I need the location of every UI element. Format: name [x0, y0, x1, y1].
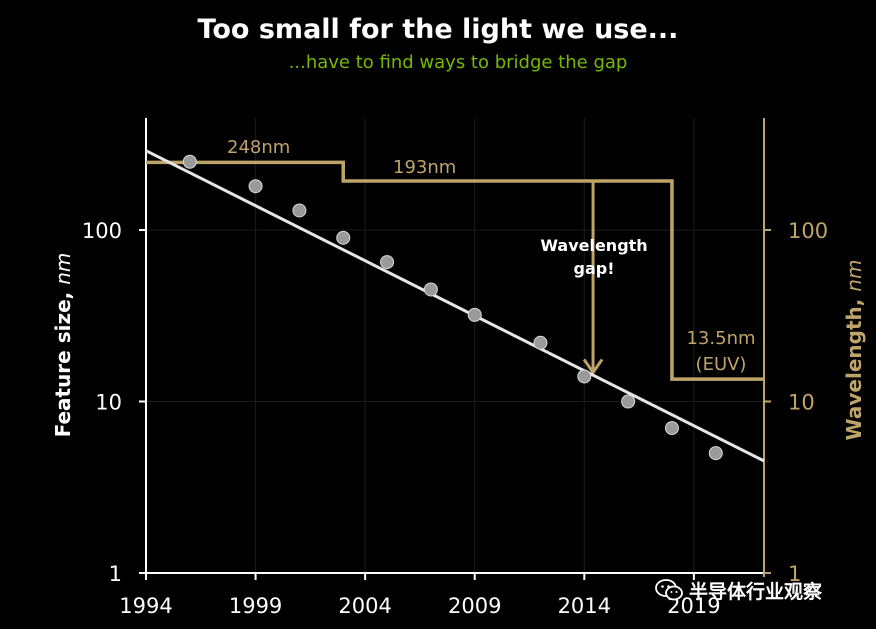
wavelength-step-line [146, 160, 764, 381]
y-tick-label: 10 [95, 391, 122, 415]
data-point [182, 154, 197, 169]
trend-line [145, 149, 765, 463]
annotation-euv-label: (EUV) [696, 354, 747, 375]
chart-title: Too small for the light we use... [197, 14, 679, 45]
x-tick-label: 2014 [558, 594, 611, 618]
x-tick-label: 2004 [338, 594, 391, 618]
data-point [336, 230, 351, 245]
trend-line-path [145, 149, 765, 463]
gap-arrow-head [582, 358, 604, 376]
annotation-euv-wavelength: 13.5nm [686, 328, 755, 349]
y-tick-label: 100 [82, 219, 122, 243]
data-point [533, 335, 548, 350]
y2-axis-label: Wavelength, nm [842, 260, 866, 441]
x-tick-label: 1994 [119, 594, 172, 618]
wechat-icon [655, 579, 683, 601]
data-point [292, 203, 307, 218]
y2-tick-label: 100 [788, 219, 828, 243]
data-point [380, 255, 395, 270]
annotation-wavelength-gap-2: gap! [574, 259, 615, 278]
annotation-193nm: 193nm [393, 157, 456, 178]
annotation-wavelength-gap-1: Wavelength [540, 236, 647, 255]
wavelength-gap-arrow [582, 181, 604, 376]
data-point [664, 421, 679, 436]
feature-size-points [182, 154, 723, 461]
data-point [621, 394, 636, 409]
wavelength-step-path [146, 160, 764, 381]
y2-tick-label: 10 [788, 391, 815, 415]
y-tick-label: 1 [109, 562, 122, 586]
watermark: 半导体行业观察 [655, 574, 822, 606]
data-point [248, 179, 263, 194]
annotation-248nm: 248nm [227, 137, 290, 158]
axes [139, 118, 771, 580]
data-point [423, 282, 438, 297]
axis-labels: Feature size, nm Wavelength, nm [51, 253, 866, 441]
y-axis-label: Feature size, nm [51, 253, 75, 438]
data-point [577, 369, 592, 384]
chart-subtitle: ...have to find ways to bridge the gap [288, 52, 628, 73]
x-tick-label: 1999 [229, 594, 282, 618]
watermark-text: 半导体行业观察 [689, 580, 823, 603]
data-point [467, 307, 482, 322]
annotations: 248nm 193nm 13.5nm (EUV) Wavelength gap! [227, 137, 756, 375]
x-tick-label: 2009 [448, 594, 501, 618]
y2-tick-label: 1 [788, 562, 801, 586]
data-point [708, 446, 723, 461]
